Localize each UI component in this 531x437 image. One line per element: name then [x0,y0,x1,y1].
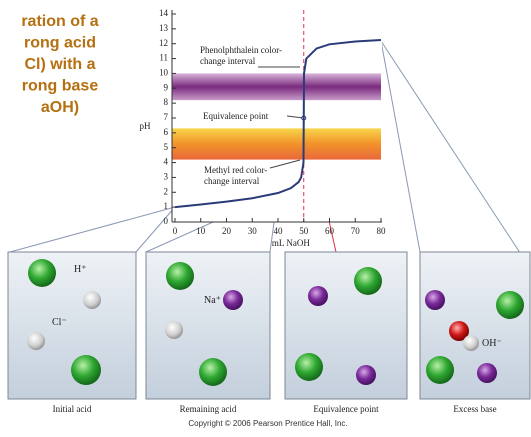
y-tick-label: 1 [164,201,169,211]
x-tick-label: 60 [325,226,335,236]
panel-caption: Equivalence point [313,404,379,414]
annotation-text: Equivalence point [203,111,269,121]
y-tick-label: 11 [159,53,168,63]
chart: ration of a rong acid Cl) with a rong base a… [21,8,386,248]
panel-caption: Excess base [453,404,496,414]
panel-box [8,252,136,399]
x-tick-label: 70 [351,226,361,236]
y-tick-label: 12 [159,38,168,48]
annotation-text: change interval [204,176,260,186]
ion-label: Cl⁻ [52,317,67,328]
y-tick-label: 10 [159,67,169,77]
y-axis-label: pH [140,121,152,131]
y-tick-label: 9 [164,82,169,92]
y-tick-label: 2 [164,186,169,196]
panel-caption: Initial acid [53,404,92,414]
title-line: ration of a [21,13,98,30]
x-tick-label: 20 [222,226,232,236]
title-line: rong base [22,78,99,95]
ion-label: H⁺ [74,264,87,275]
title-line: aOH) [41,99,79,116]
annotation-text: change interval [200,56,256,66]
page: H⁺ Cl⁻ Na⁺ OH⁻ Initial acid Remaining ac… [0,0,531,437]
ion-label: Na⁺ [204,295,221,306]
y-tick-label: 14 [159,8,169,18]
panels: H⁺ Cl⁻ Na⁺ OH⁻ Initial acid Remaining ac… [8,252,530,428]
y-tick-label: 5 [164,142,169,152]
x-tick-label: 40 [274,226,284,236]
y-tick-label: 8 [164,97,169,107]
ion-label: OH⁻ [482,338,502,349]
y-tick-label: 0 [164,216,169,226]
x-axis-label: mL NaOH [272,238,310,248]
x-tick-label: 10 [196,226,206,236]
y-tick-label: 3 [164,171,169,181]
x-tick-label: 30 [248,226,258,236]
y-tick-label: 13 [159,23,169,33]
panel-caption: Remaining acid [180,404,237,414]
annotation-text: Phenolphthalein color- [200,45,282,55]
x-tick-label: 0 [173,226,178,236]
y-tick-label: 4 [164,157,169,167]
x-tick-label: 50 [299,226,309,236]
x-tick-label: 80 [377,226,387,236]
y-tick-label: 6 [164,127,169,137]
copyright: Copyright © 2006 Pearson Prentice Hall, … [188,419,347,428]
title-line: rong acid [24,35,96,52]
color-band [172,128,381,159]
color-band [172,73,381,100]
y-tick-label: 7 [164,112,169,122]
title-line: Cl) with a [24,56,95,73]
annotation-text: Methyl red color- [204,165,267,175]
